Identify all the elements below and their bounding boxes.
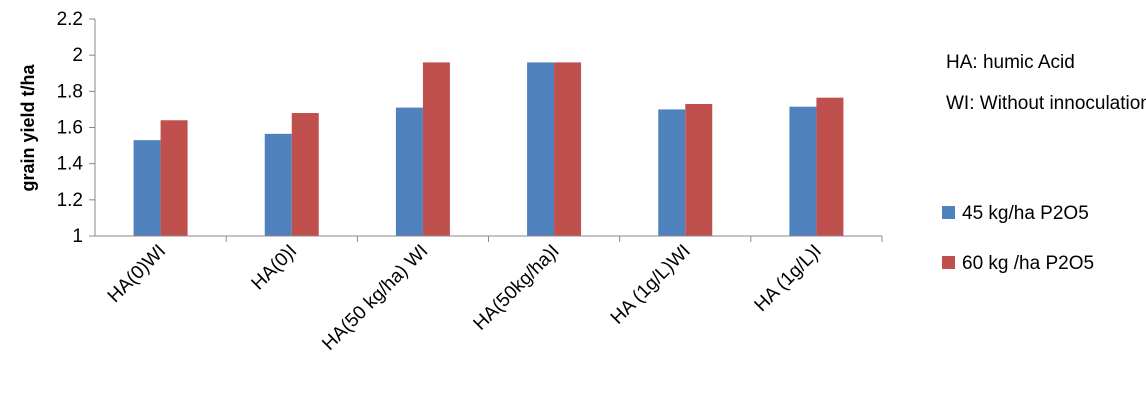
bar-45-3 bbox=[527, 62, 555, 237]
y-axis-title-group: grain yield t/ha bbox=[18, 63, 38, 191]
bar-60-2 bbox=[422, 62, 450, 237]
y-tick-label: 1.4 bbox=[57, 154, 84, 175]
y-tick-label: 2 bbox=[72, 45, 83, 66]
x-category-label: HA(0)WI bbox=[104, 241, 170, 307]
x-category-label: HA (1g/L)WI bbox=[607, 241, 695, 329]
x-category-label: HA(50 kg/ha) WI bbox=[318, 241, 432, 355]
bar-60-1 bbox=[291, 113, 319, 236]
legend-swatch-60 bbox=[942, 256, 955, 269]
bar-45-5 bbox=[789, 106, 817, 237]
legend-label-60: 60 kg /ha P2O5 bbox=[962, 253, 1094, 274]
bars bbox=[133, 62, 844, 237]
annotations: HA: humic Acid WI: Without innoculation bbox=[946, 52, 1146, 114]
bar-60-4 bbox=[685, 103, 713, 236]
legend-label-45: 45 kg/ha P2O5 bbox=[962, 203, 1089, 224]
bar-60-5 bbox=[816, 97, 844, 236]
y-axis-ticks: 1 1.2 1.4 1.6 1.8 2 2.2 bbox=[57, 9, 95, 247]
y-axis-title: grain yield t/ha bbox=[18, 63, 38, 191]
y-tick-label: 1 bbox=[72, 226, 83, 247]
legend-swatch-45 bbox=[942, 206, 955, 219]
bar-60-3 bbox=[554, 62, 582, 237]
x-category-label: HA(0)I bbox=[248, 241, 302, 295]
x-category-label: HA (1g/L)I bbox=[751, 241, 826, 316]
y-tick-label: 1.8 bbox=[57, 81, 83, 102]
y-tick-label: 1.6 bbox=[57, 118, 83, 139]
bar-45-0 bbox=[133, 140, 161, 236]
y-tick-label: 2.2 bbox=[57, 9, 83, 30]
x-category-label: HA(50kg/ha)I bbox=[470, 241, 564, 335]
bar-45-1 bbox=[264, 133, 292, 236]
legend: 45 kg/ha P2O5 60 kg /ha P2O5 bbox=[942, 203, 1094, 274]
annotation-wi: WI: Without innoculation bbox=[946, 93, 1146, 114]
bar-45-4 bbox=[658, 109, 686, 236]
y-tick-label: 1.2 bbox=[57, 190, 83, 211]
bar-45-2 bbox=[395, 107, 423, 236]
x-axis-categories: HA(0)WI HA(0)I HA(50 kg/ha) WI HA(50kg/ha)I… bbox=[104, 236, 883, 355]
bar-60-0 bbox=[160, 120, 188, 236]
annotation-ha: HA: humic Acid bbox=[946, 52, 1075, 73]
